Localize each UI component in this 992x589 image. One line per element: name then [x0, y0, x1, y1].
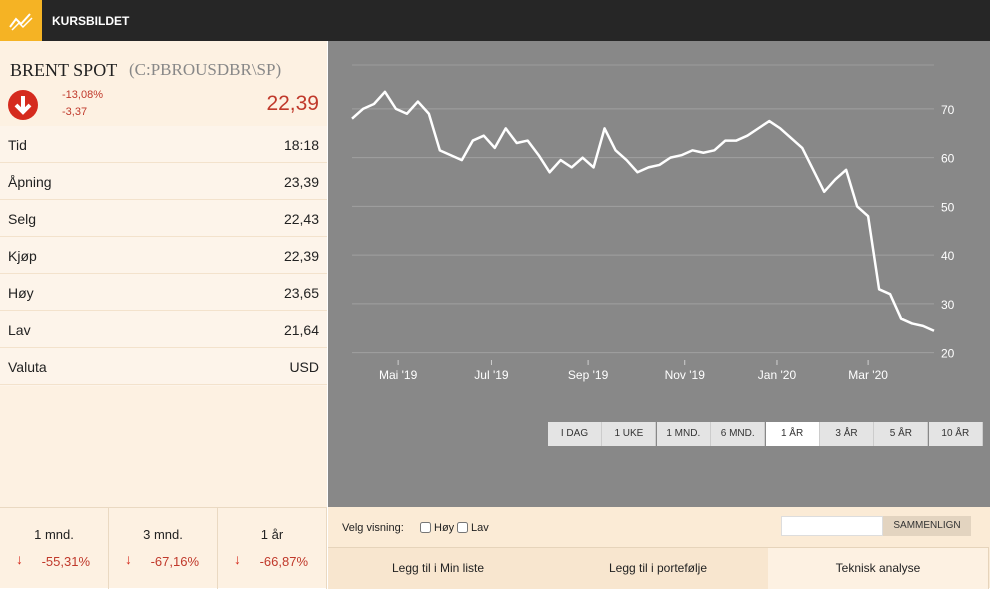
range-button[interactable]: 1 MND. [656, 422, 711, 446]
instrument-code: (C:PBROUSDBR\SP) [129, 60, 282, 79]
period-label: 1 år [260, 527, 284, 542]
x-tick-label: Nov '19 [665, 368, 706, 382]
range-button[interactable]: 1 UKE [602, 422, 657, 446]
y-tick-label: 60 [941, 152, 955, 166]
change-abs: -3,37 [62, 106, 88, 118]
price: 22,39 [266, 92, 319, 115]
row-label: Selg [8, 211, 37, 227]
x-tick-label: Mar '20 [848, 368, 888, 382]
period-arrow: ↓ [234, 551, 241, 567]
table-row: Valuta USD [0, 348, 327, 385]
quote-table: Tid 18:18 Åpning 23,39 Selg 22,43 Kjøp 22,39 Høy… [0, 126, 327, 386]
option-low-label: Lav [471, 522, 489, 534]
compare-input[interactable] [781, 516, 883, 536]
period-label: 1 mnd. [34, 527, 74, 542]
row-value: 22,43 [283, 211, 319, 227]
period-change: -66,87% [259, 554, 308, 569]
period-cell: 1 år ↓ -66,87% [218, 508, 327, 589]
x-tick-label: Mai '19 [379, 368, 418, 382]
period-change: -55,31% [41, 554, 90, 569]
header-title: KURSBILDET [52, 14, 130, 28]
range-button[interactable]: I DAG [548, 422, 602, 446]
row-label: Lav [8, 322, 31, 338]
row-label: Åpning [8, 174, 52, 190]
option-high-label: Høy [434, 522, 455, 534]
action-label: Teknisk analyse [835, 561, 921, 575]
row-label: Tid [8, 137, 27, 153]
row-label: Valuta [8, 359, 47, 375]
table-row: Åpning 23,39 [0, 163, 327, 200]
y-tick-label: 40 [941, 249, 955, 263]
row-value: 23,65 [283, 285, 319, 301]
range-button[interactable]: 3 ÅR [820, 422, 874, 446]
view-label: Velg visning: [342, 522, 404, 534]
down-icon [8, 90, 38, 120]
y-tick-label: 30 [941, 298, 955, 312]
row-value: 21,64 [283, 322, 319, 338]
chart: 20 30 40 50 60 70 Mai '19 Jul '19 Sep '19 Nov '19… [351, 64, 955, 382]
range-button[interactable]: 10 ÅR [928, 422, 983, 446]
instrument-name: BRENT SPOT [10, 60, 118, 80]
period-cell: 1 mnd. ↓ -55,31% [0, 508, 109, 589]
change-pct: -13,08% [62, 89, 103, 101]
top-bar: KURSBILDET [0, 0, 990, 41]
row-label: Høy [8, 285, 34, 301]
action-label: Legg til i Min liste [391, 561, 485, 575]
action-button[interactable]: Legg til i portefølje [548, 547, 769, 589]
logo-icon [9, 13, 33, 31]
action-button[interactable]: Teknisk analyse [768, 547, 989, 589]
table-row: Selg 22,43 [0, 200, 327, 237]
row-value: 18:18 [283, 137, 319, 153]
x-tick-label: Jan '20 [758, 368, 797, 382]
row-value: 22,39 [283, 248, 319, 264]
table-row: Kjøp 22,39 [0, 237, 327, 274]
period-arrow: ↓ [16, 551, 23, 567]
option-low[interactable]: Lav [457, 522, 489, 534]
period-arrow: ↓ [125, 551, 132, 567]
option-high[interactable]: Høy [420, 522, 454, 534]
action-label: Legg til i portefølje [608, 561, 708, 575]
y-tick-label: 70 [941, 103, 955, 117]
y-tick-label: 20 [941, 347, 955, 361]
range-button[interactable]: 5 ÅR [874, 422, 929, 446]
range-button[interactable]: 1 ÅR [765, 422, 820, 446]
row-value: USD [289, 359, 319, 375]
table-row: Tid 18:18 [0, 126, 327, 163]
quote-panel: BRENT SPOT (C:PBROUSDBR\SP) -13,08% -3,3… [0, 41, 327, 589]
period-label: 3 mnd. [143, 527, 183, 542]
y-tick-label: 50 [941, 200, 955, 214]
period-cell: 3 mnd. ↓ -67,16% [109, 508, 218, 589]
period-change: -67,16% [150, 554, 199, 569]
compare-button[interactable]: SAMMENLIGN [883, 516, 971, 536]
table-row: Høy 23,65 [0, 274, 327, 311]
x-tick-label: Jul '19 [474, 368, 509, 382]
period-changes: 1 mnd. ↓ -55,31% 3 mnd. ↓ -67,16% 1 år ↓ -66,87% [0, 507, 327, 589]
row-label: Kjøp [8, 248, 37, 264]
logo [0, 0, 42, 41]
row-value: 23,39 [283, 174, 319, 190]
x-tick-label: Sep '19 [568, 368, 609, 382]
table-row: Lav 21,64 [0, 311, 327, 348]
price-line [351, 90, 935, 332]
action-button[interactable]: Legg til i Min liste [328, 547, 549, 589]
range-button[interactable]: 6 MND. [711, 422, 766, 446]
